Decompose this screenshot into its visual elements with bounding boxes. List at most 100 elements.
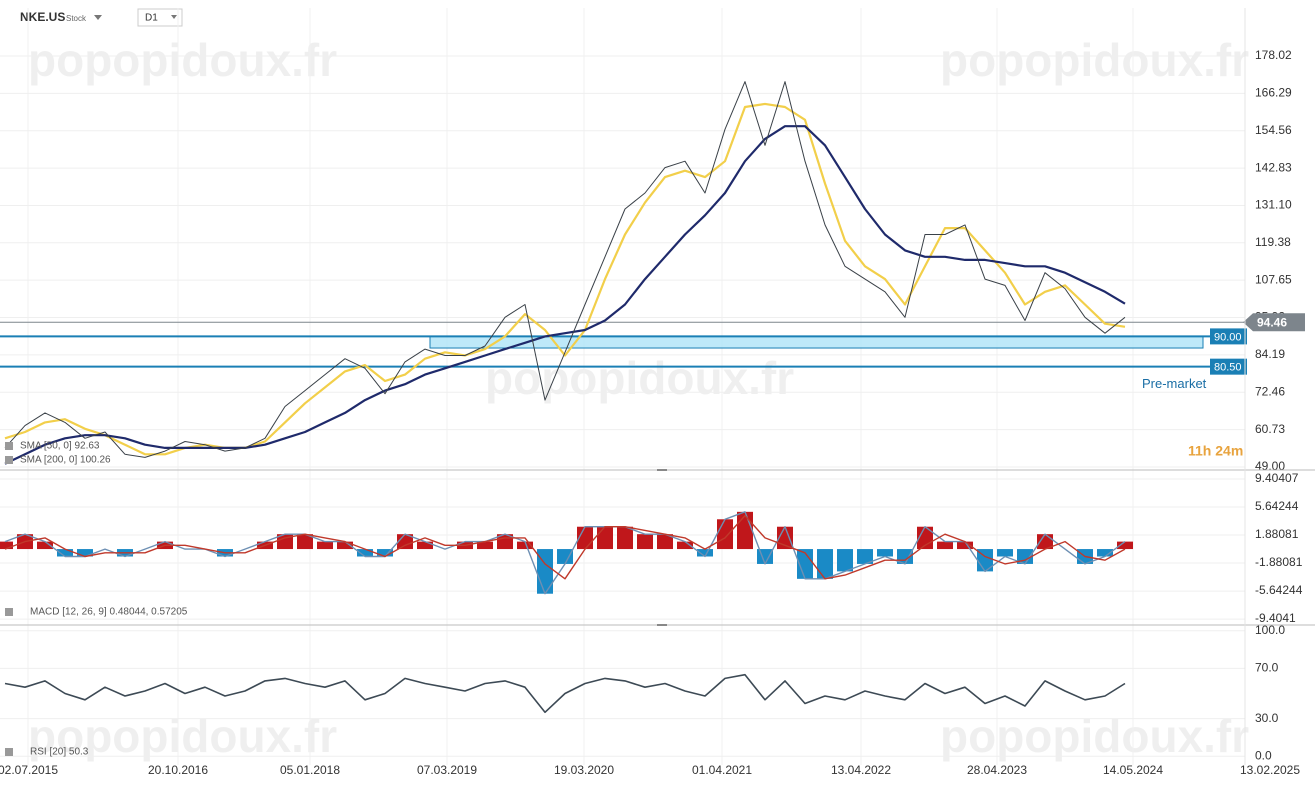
histogram-bar (37, 541, 53, 550)
x-tick-label: 20.10.2016 (148, 763, 208, 777)
histogram-bar (1017, 549, 1033, 564)
y-tick-label: 142.83 (1255, 160, 1292, 174)
panel-handle (657, 624, 667, 626)
y-tick-label: 166.29 (1255, 86, 1292, 100)
y-tick-label: 9.40407 (1255, 471, 1299, 485)
histogram-bar (377, 549, 393, 557)
y-tick-label: 5.64244 (1255, 499, 1299, 513)
histogram-bar (797, 549, 813, 579)
level-badge-label: 90.00 (1214, 331, 1242, 343)
x-tick-label: 01.04.2021 (692, 763, 752, 777)
series-line (4, 125, 1126, 465)
y-tick-label: 30.0 (1255, 711, 1279, 725)
timeframe-box[interactable] (137, 8, 183, 27)
y-tick-label: 70.0 (1255, 661, 1279, 675)
histogram-bar (997, 549, 1013, 557)
series-line (4, 673, 1126, 714)
histogram-bar (577, 526, 593, 550)
legend-icon (5, 608, 13, 616)
histogram-bar (317, 541, 333, 550)
histogram-bar (417, 541, 433, 550)
level-badge-label: 80.50 (1214, 362, 1242, 374)
watermark: popopidoux.fr (485, 352, 794, 404)
symbol[interactable]: NKE.US (20, 10, 65, 24)
y-tick-label: 119.38 (1255, 235, 1291, 249)
histogram-bar (1097, 549, 1113, 557)
y-tick-label: 178.02 (1255, 48, 1292, 62)
y-tick-label: -9.4041 (1255, 611, 1296, 625)
y-tick-label: -1.88081 (1255, 555, 1303, 569)
y-tick-label: 1.88081 (1255, 527, 1299, 541)
histogram-bar (837, 549, 853, 572)
series-line (4, 511, 1126, 595)
x-tick-label: 13.04.2022 (831, 763, 891, 777)
level-badge (1210, 358, 1247, 375)
x-tick-label: 14.05.2024 (1103, 763, 1163, 777)
histogram-bar (957, 541, 973, 550)
legend-icon (5, 456, 13, 464)
price-badge (1243, 313, 1305, 332)
histogram-bar (617, 526, 633, 550)
watermark: popopidoux.fr (940, 34, 1249, 86)
histogram-bar (757, 549, 773, 564)
histogram-bar (557, 549, 573, 564)
plot: 02.07.2015 20.10.2016 05.01.2018 07.03.2019… (0, 8, 1315, 777)
histogram-bar (337, 541, 353, 550)
x-tick-label: 13.02.2025 (1240, 763, 1300, 777)
histogram-bar (937, 541, 953, 550)
histogram-bar (77, 549, 93, 557)
histogram-bar (357, 549, 373, 557)
legend-icon (5, 442, 13, 450)
y-tick-label: -5.64244 (1255, 583, 1303, 597)
histogram-bar (657, 534, 673, 550)
histogram-bar (677, 541, 693, 550)
legend-label: SMA [200, 0] 100.26 (20, 455, 111, 466)
histogram-bar (857, 549, 873, 564)
watermark: popopidoux.fr (940, 710, 1249, 762)
annotation: Pre-market (1142, 376, 1207, 391)
histogram-bar (637, 534, 653, 550)
y-tick-label: 100.0 (1255, 623, 1285, 637)
histogram-bar (877, 549, 893, 557)
histogram-bar (0, 541, 13, 550)
timeframe[interactable]: D1 (145, 13, 158, 24)
histogram-bar (57, 549, 73, 557)
series-line (4, 514, 1126, 580)
x-tick-label: 07.03.2019 (417, 763, 477, 777)
panel-handle (657, 469, 667, 471)
histogram-bar (277, 534, 293, 550)
legend-label: SMA [50, 0] 92.63 (20, 441, 100, 452)
y-tick-label: 84.19 (1255, 347, 1285, 361)
y-tick-label: 107.65 (1255, 272, 1292, 286)
x-tick-label: 28.04.2023 (967, 763, 1027, 777)
watermark: popopidoux.fr (28, 34, 337, 86)
x-tick-label: 19.03.2020 (554, 763, 614, 777)
header: NKE.US Stock D1 (20, 8, 183, 27)
histogram-bar (517, 541, 533, 550)
instrument-kind: Stock (66, 14, 87, 23)
y-tick-label: 60.73 (1255, 422, 1285, 436)
x-tick-label: 05.01.2018 (280, 763, 340, 777)
support-zone (429, 335, 1204, 349)
price-badge-label: 94.46 (1257, 315, 1287, 329)
histogram-bar (297, 534, 313, 550)
x-tick-label: 02.07.2015 (0, 763, 58, 777)
histogram-bar (477, 541, 493, 550)
countdown: 11h 24m (1188, 443, 1243, 459)
legend-icon (5, 748, 13, 756)
level-badge (1210, 328, 1247, 345)
y-tick-label: 154.56 (1255, 123, 1292, 137)
histogram-bar (737, 511, 753, 550)
timeframe-caret (171, 15, 177, 19)
histogram-bar (1117, 541, 1133, 550)
histogram-bar (597, 526, 613, 550)
watermarks: popopidoux.fr popopidoux.fr popopidoux.f… (28, 34, 1249, 762)
legend-label: RSI [20] 50.3 (30, 747, 89, 758)
series-line (4, 81, 1126, 458)
y-tick-label: 0.0 (1255, 748, 1272, 762)
y-tick-label: 131.10 (1255, 198, 1292, 212)
symbol-dropdown[interactable] (94, 15, 102, 20)
histogram-bar (697, 549, 713, 557)
histogram-bar (717, 519, 733, 550)
